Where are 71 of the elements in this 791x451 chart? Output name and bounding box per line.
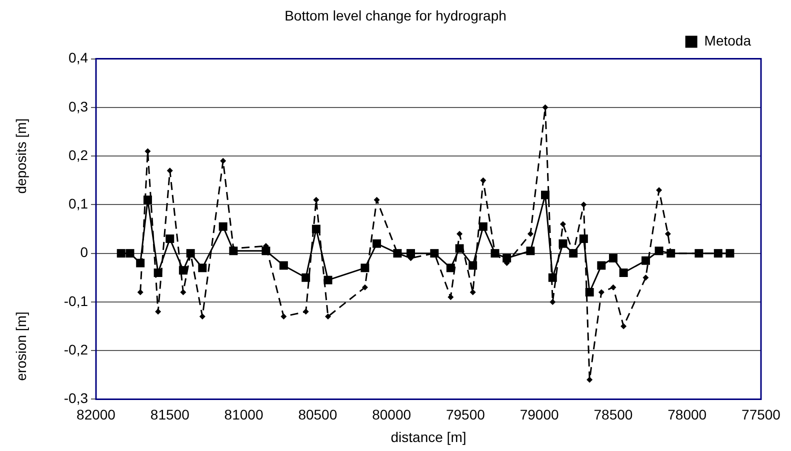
point [199,314,206,320]
point [597,261,606,270]
text: erosion [m] [12,312,29,381]
point [302,273,310,282]
point [541,190,550,200]
x-tick-label: 78500 [594,406,633,422]
point [166,168,173,174]
point [166,234,174,243]
legend-label: Metoda [704,32,752,49]
y-tick-label: -0,1 [64,292,88,309]
point [144,148,151,154]
point [610,284,616,290]
point [446,264,455,272]
x-tick-label: 80000 [372,406,412,422]
point [116,249,126,258]
point [620,323,627,330]
point [325,314,332,320]
x-tick-label: 81000 [224,406,264,422]
point [478,222,488,231]
point [456,230,463,237]
point [560,221,566,228]
point [126,249,134,258]
y-axis-title: deposits [m] [12,118,29,194]
point [641,256,650,265]
x-tick-label: 79000 [520,406,560,422]
point [642,274,649,281]
point [654,246,664,256]
point [313,196,320,203]
x-tick-label: 81500 [150,406,190,422]
point [586,376,593,383]
y-tick-label: -0,3 [64,390,88,406]
point [608,254,618,262]
y-tick-label: 0,1 [68,196,88,212]
point [180,289,186,296]
point [527,230,534,237]
y-tick-label: 0 [80,244,88,260]
point [218,222,228,231]
x-tick-label: 82000 [76,406,116,422]
point [372,239,382,248]
y-tick-label: 0,3 [68,98,88,114]
point [619,268,628,278]
y-tick-label: 0,4 [68,50,88,66]
y-tick-label: 0,2 [68,146,88,163]
point [468,261,478,270]
chart-title: Bottom level change for hydrograph [284,7,506,24]
point [598,289,604,296]
point [324,276,332,284]
point [664,230,671,237]
point [656,187,662,194]
point [279,261,288,270]
point [220,158,226,164]
point [526,246,535,256]
point [362,284,368,290]
point [137,289,144,296]
point [480,177,486,184]
point [542,104,548,110]
x-tick-label: 79500 [446,406,486,422]
point [579,234,588,243]
point [155,308,162,315]
point [470,289,476,296]
x-tick-label: 80500 [298,406,338,422]
point [360,264,370,272]
y-tick-label: -0,2 [64,341,88,358]
point [585,288,594,296]
point [302,308,309,315]
point [280,314,287,320]
x-tick-label: 77500 [742,406,781,422]
point [550,298,556,305]
x-axis-title: distance [m] [390,428,466,445]
x-tick-label: 78000 [668,406,707,422]
point [198,264,207,272]
